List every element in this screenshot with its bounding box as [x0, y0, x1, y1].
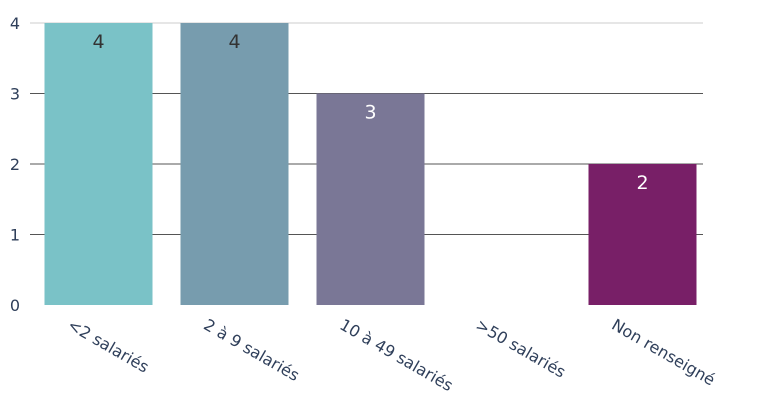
bar-data-label: 3: [364, 102, 376, 124]
bar-data-label: 4: [92, 31, 104, 53]
bar: [588, 164, 697, 305]
y-tick-label: 1: [10, 226, 20, 245]
y-axis-ticks: 0 1 2 3 4: [10, 14, 20, 315]
x-tick-label: Non renseigné: [609, 315, 719, 389]
bar: [180, 23, 289, 305]
y-tick-label: 0: [10, 296, 20, 315]
bar: [316, 93, 425, 305]
x-tick-label: <2 salariés: [65, 315, 153, 377]
bar-data-label: 4: [228, 31, 240, 53]
y-tick-label: 4: [10, 14, 20, 33]
bar: [44, 23, 153, 305]
x-tick-label: 2 à 9 salariés: [201, 315, 303, 385]
x-tick-label: 10 à 49 salariés: [337, 315, 457, 395]
y-tick-label: 3: [10, 85, 20, 104]
y-tick-label: 2: [10, 155, 20, 174]
bars: 4 4 3 2: [44, 23, 697, 305]
x-axis-ticks: <2 salariés 2 à 9 salariés 10 à 49 salarié…: [65, 315, 719, 395]
x-tick-label: >50 salariés: [473, 315, 569, 382]
bar-data-label: 2: [636, 172, 648, 194]
